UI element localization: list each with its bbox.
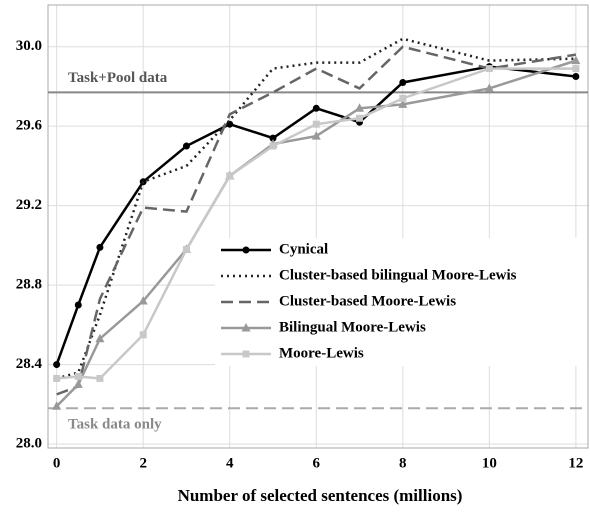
y-tick-label: 28.4 [16, 356, 43, 372]
marker [182, 142, 190, 150]
legend-label: Cluster-based bilingual Moore-Lewis [279, 267, 517, 283]
series-line [56, 67, 576, 380]
y-tick-label: 28.0 [16, 435, 42, 451]
marker [95, 333, 105, 343]
legend-label: Cynical [279, 241, 328, 257]
marker [226, 172, 234, 180]
marker [355, 103, 365, 112]
marker [399, 94, 407, 102]
marker [52, 401, 62, 410]
marker [242, 350, 250, 358]
legend-box [215, 238, 587, 366]
reference-label: Task+Pool data [68, 70, 168, 86]
marker [572, 65, 580, 73]
x-tick-label: 4 [226, 455, 234, 471]
x-tick-label: 12 [568, 455, 583, 471]
marker [311, 131, 321, 140]
marker [74, 301, 82, 309]
series-line [56, 37, 576, 380]
marker [139, 331, 147, 339]
reference-label: Task data only [68, 417, 162, 433]
marker [399, 78, 407, 86]
marker [53, 361, 61, 369]
marker [312, 104, 320, 112]
y-tick-label: 28.8 [16, 277, 42, 293]
marker [485, 65, 493, 73]
marker [138, 295, 148, 305]
x-tick-label: 2 [139, 455, 147, 471]
marker [241, 323, 251, 332]
x-tick-label: 0 [53, 455, 61, 471]
marker [242, 246, 250, 254]
marker [96, 374, 104, 382]
x-tick-label: 6 [313, 455, 321, 471]
marker [269, 142, 277, 150]
marker [312, 120, 320, 128]
y-tick-label: 29.6 [16, 118, 43, 134]
x-tick-label: 8 [399, 455, 407, 471]
marker [571, 55, 581, 65]
y-tick-label: 29.2 [16, 197, 42, 213]
plot-frame [47, 4, 589, 449]
series-line [56, 45, 577, 396]
x-axis-label: Number of selected sentences (millions) [178, 486, 463, 505]
x-tick-label: 10 [482, 455, 497, 471]
series-line [55, 65, 577, 365]
legend-label: Bilingual Moore-Lewis [279, 319, 426, 335]
marker [53, 374, 61, 382]
y-tick-label: 30.0 [16, 38, 42, 54]
marker [269, 134, 277, 142]
marker [398, 99, 408, 108]
marker [96, 243, 104, 251]
marker [572, 73, 580, 81]
legend-label: Cluster-based Moore-Lewis [279, 293, 456, 309]
marker [484, 83, 494, 92]
marker [73, 379, 83, 388]
legend-label: Moore-Lewis [279, 345, 364, 361]
marker [356, 114, 364, 122]
marker [182, 245, 190, 253]
marker [74, 372, 82, 380]
